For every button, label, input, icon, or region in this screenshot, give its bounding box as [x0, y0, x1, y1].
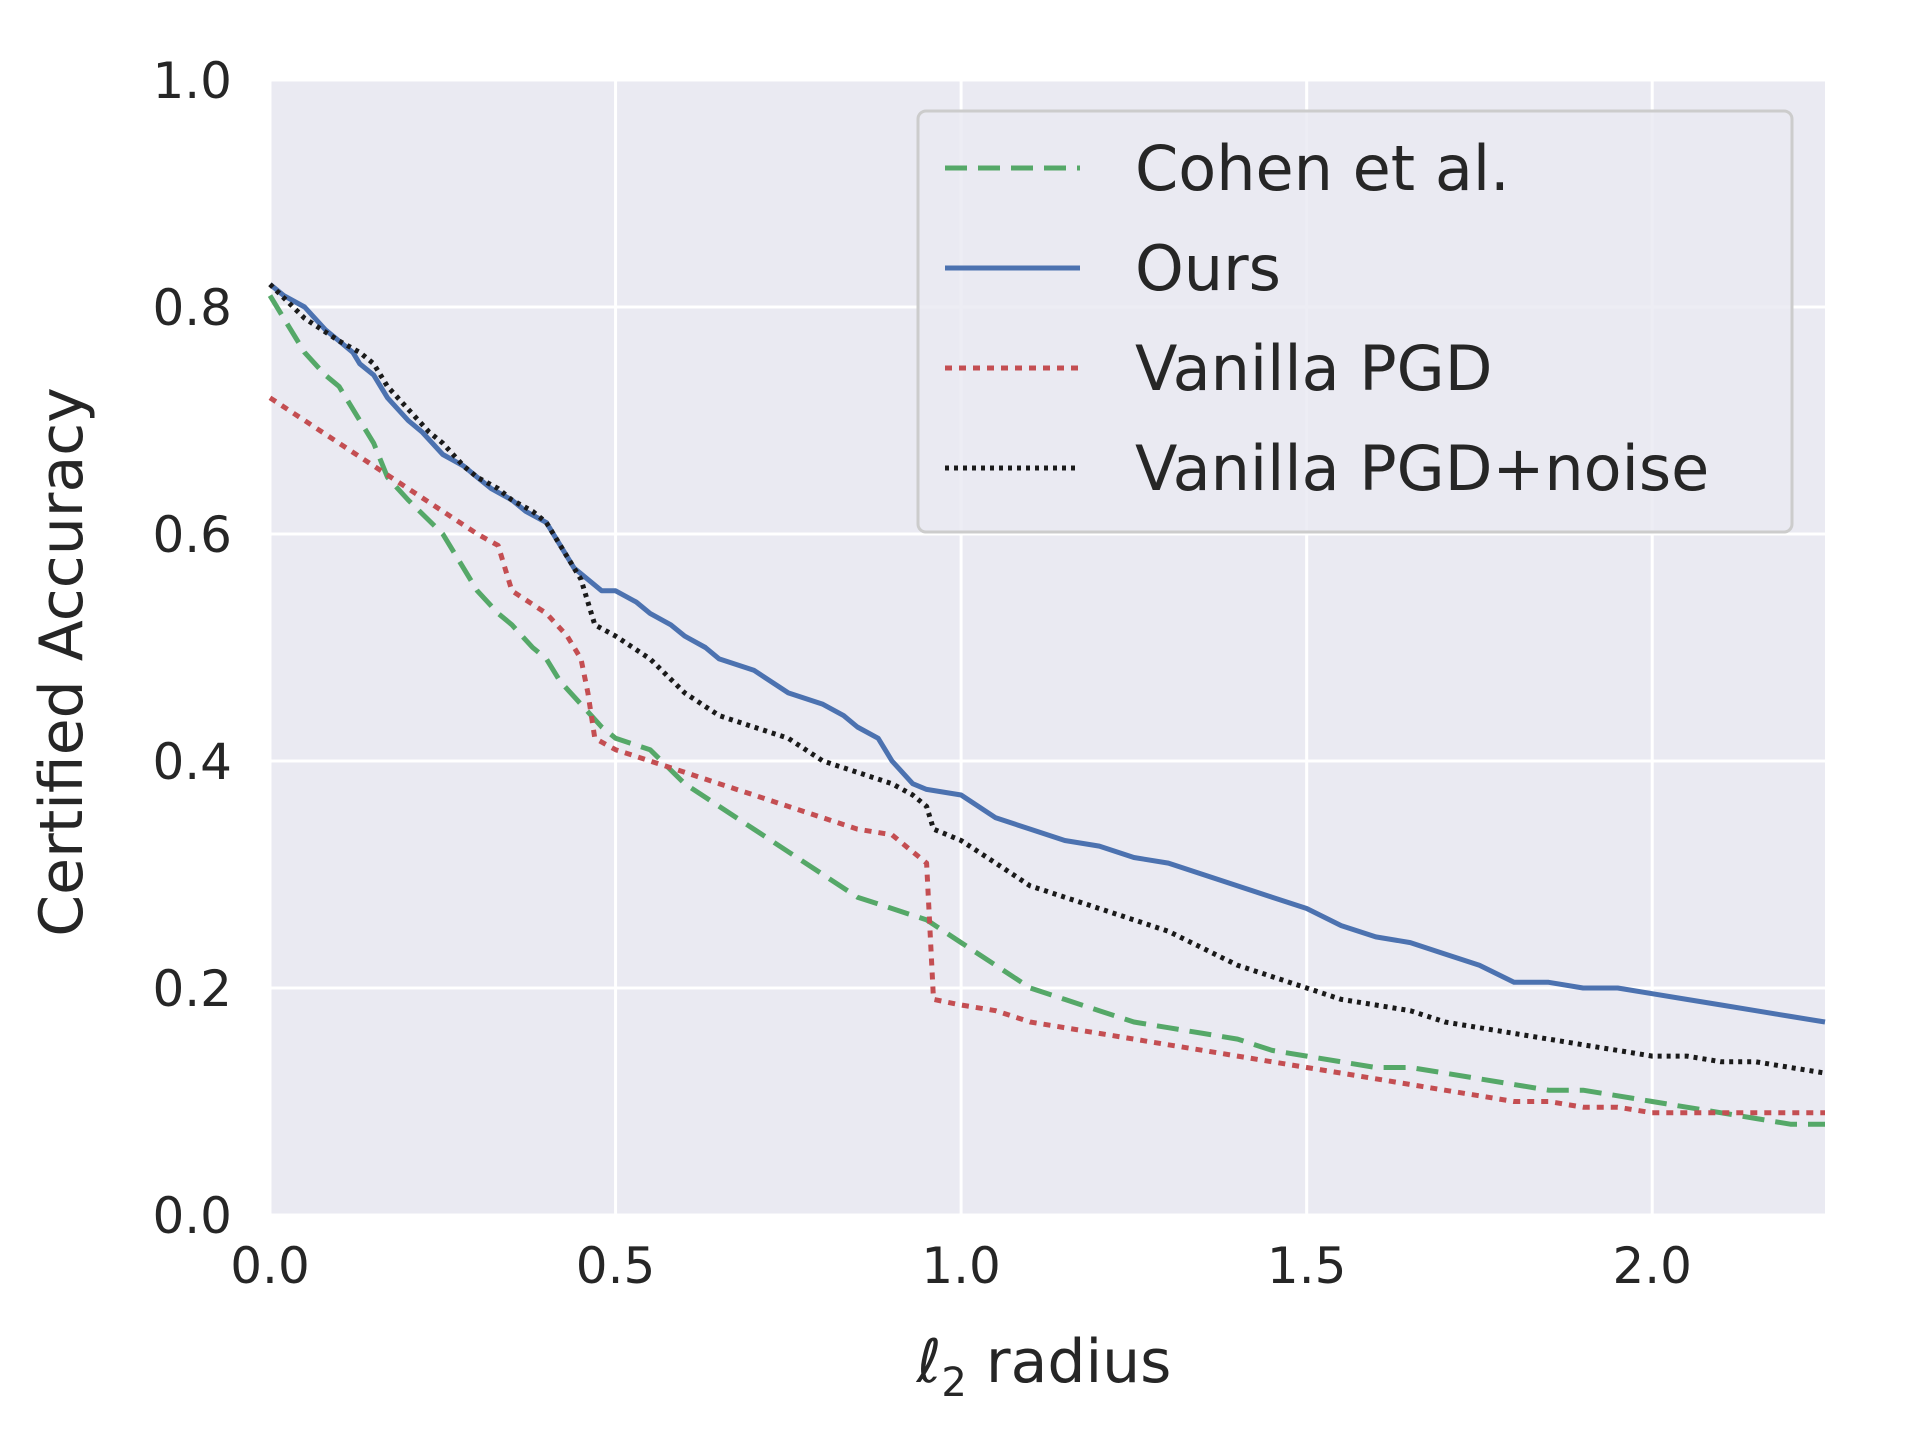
x-axis-label-ell: ℓ — [916, 1327, 942, 1397]
legend-label-vanilla-pgd: Vanilla PGD — [1135, 332, 1492, 405]
y-axis-ticks: 0.0 0.2 0.4 0.6 0.8 1.0 — [152, 52, 232, 1245]
y-tick-label: 0.2 — [152, 960, 232, 1018]
y-tick-label: 0.0 — [152, 1187, 232, 1245]
legend-label-vanilla-pgd-noise: Vanilla PGD+noise — [1135, 432, 1709, 505]
series-line-cohen-et-al — [267, 294, 1825, 1127]
y-axis-label: Certified Accuracy — [27, 387, 97, 936]
x-tick-label: 1.5 — [1267, 1237, 1347, 1295]
legend-label-ours: Ours — [1135, 232, 1281, 305]
legend: Cohen et al. Ours Vanilla PGD Vanilla PGD+n… — [916, 109, 1794, 534]
y-tick-label: 1.0 — [152, 52, 232, 110]
x-tick-label: 2.0 — [1612, 1237, 1692, 1295]
x-tick-label: 1.0 — [921, 1237, 1001, 1295]
series-lines — [267, 282, 1826, 1127]
series-line-vanilla-pgd — [268, 395, 1825, 1116]
y-tick-label: 0.4 — [152, 733, 232, 791]
x-axis-label-subscript: 2 — [941, 1360, 966, 1406]
x-axis-label-rest: radius — [967, 1327, 1172, 1397]
legend-label-cohen-et-al: Cohen et al. — [1135, 132, 1510, 205]
x-axis-label: ℓ2 radius — [916, 1327, 1172, 1406]
x-tick-label: 0.0 — [230, 1237, 310, 1295]
x-axis-ticks: 0.0 0.5 1.0 1.5 2.0 — [230, 1237, 1692, 1295]
y-tick-label: 0.6 — [152, 506, 232, 564]
legend-box — [916, 109, 1794, 534]
series-line-ours — [268, 282, 1826, 1025]
x-tick-label: 0.5 — [576, 1237, 656, 1295]
y-tick-label: 0.8 — [152, 279, 232, 337]
